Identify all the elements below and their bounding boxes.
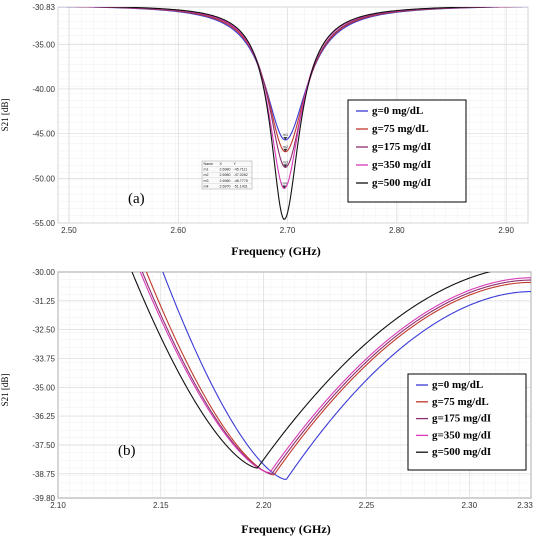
panel-label: (b) <box>118 443 136 459</box>
marker-table-header: Name <box>204 162 214 166</box>
markers: m1 m2 m3 m4 <box>281 132 289 189</box>
y-axis-label: S21 [dB] <box>0 374 10 407</box>
legend-entry: g=75 mg/dL <box>432 396 489 408</box>
x-tick-label: 2.70 <box>280 226 296 235</box>
marker-label: m3 <box>283 159 289 164</box>
marker-label: m4 <box>281 181 287 186</box>
marker-table-cell: -45.7111 <box>234 168 248 172</box>
legend-entry: g=500 mg/dI <box>432 446 491 458</box>
legend-entry: g=0 mg/dL <box>372 105 423 117</box>
x-tick-label: 2.20 <box>256 501 272 510</box>
panel-b: 2.10 2.15 2.20 2.25 2.30 2.33 -30.00 -31.25 -32.… <box>0 268 533 536</box>
legend: g=0 mg/dL g=75 mg/dL g=175 mg/dI g=350 mg/d… <box>347 99 467 203</box>
y-tick-label: -35.00 <box>32 383 55 392</box>
panel-label: (a) <box>128 191 145 207</box>
marker-table: Namem1m2m3m4X2.69802.69802.69802.6970Y-4… <box>201 160 253 190</box>
legend-entry: g=75 mg/dL <box>372 123 429 135</box>
legend: g=0 mg/dL g=75 mg/dL g=175 mg/dI g=350 mg/d… <box>407 373 527 471</box>
y-tick-label: -50.00 <box>32 174 55 183</box>
y-tick-label: -40.00 <box>32 85 55 94</box>
y-tick-label: -33.75 <box>32 354 55 363</box>
x-tick-label: 2.60 <box>170 226 186 235</box>
marker-table-cell: 2.6980 <box>220 179 231 183</box>
x-tick-label: 2.80 <box>389 226 405 235</box>
y-axis-label: S21 [dB] <box>0 99 10 132</box>
marker-triangle <box>283 136 288 140</box>
series-line-5 <box>89 7 504 220</box>
x-tick-label: 2.10 <box>50 501 66 510</box>
series-group <box>58 7 528 220</box>
grid <box>57 271 532 499</box>
marker-table-cell: m2 <box>204 173 209 177</box>
marker-table-cell: -47.0282 <box>234 173 248 177</box>
legend-entry: g=350 mg/dI <box>432 429 491 441</box>
panel-a: 2.50 2.60 2.70 2.80 2.90 -30.83 -35.00 -40.00 -4… <box>0 3 529 258</box>
marker-table-cell: 2.6980 <box>220 168 231 172</box>
marker-triangle <box>282 185 287 189</box>
marker-table-cell: 2.6970 <box>220 184 231 188</box>
marker-table-header: Y <box>234 162 237 166</box>
marker-table-cell: m3 <box>204 179 209 183</box>
series-group <box>131 272 531 481</box>
y-tick-label: -55.00 <box>32 219 55 228</box>
legend-entry: g=500 mg/dI <box>372 177 431 189</box>
marker-table-cell: 2.6980 <box>220 173 231 177</box>
marker-triangle <box>283 164 288 168</box>
marker-table-cell: m1 <box>204 168 209 172</box>
series-line-1 <box>162 272 531 481</box>
marker-label: m1 <box>283 132 289 137</box>
x-tick-label: 2.15 <box>153 501 169 510</box>
marker-label: m2 <box>283 144 289 149</box>
marker-table-frame <box>201 160 253 190</box>
series-line-4 <box>139 272 531 474</box>
y-tick-label: -30.00 <box>32 268 55 277</box>
legend-entry: g=175 mg/dI <box>372 141 431 153</box>
legend-frame <box>347 99 467 203</box>
x-tick-label: 2.25 <box>359 501 375 510</box>
y-tick-label: -45.00 <box>32 130 55 139</box>
legend-entry: g=175 mg/dI <box>432 413 491 425</box>
marker-table-cell: -48.7775 <box>234 179 248 183</box>
legend-entry: g=0 mg/dL <box>432 379 483 391</box>
y-tick-label: -35.00 <box>32 40 55 49</box>
x-axis-label: Frequency (GHz) <box>241 522 330 536</box>
y-tick-label: -30.83 <box>32 3 55 12</box>
x-axis-label: Frequency (GHz) <box>231 244 320 258</box>
marker-table-cell: -51.1431 <box>234 184 248 188</box>
x-tick-label: 2.33 <box>517 501 533 510</box>
series-line-5 <box>131 272 492 469</box>
series-line-2 <box>145 272 531 476</box>
y-tick-label: -36.25 <box>32 412 55 421</box>
x-tick-label: 2.50 <box>61 226 77 235</box>
marker-table-header: X <box>220 162 223 166</box>
y-tick-label: -31.25 <box>32 297 55 306</box>
legend-frame <box>407 373 527 471</box>
y-tick-label: -39.80 <box>32 494 55 503</box>
y-tick-label: -37.50 <box>32 441 55 450</box>
x-tick-label: 2.90 <box>498 226 514 235</box>
marker-triangle <box>283 148 288 152</box>
x-tick-label: 2.30 <box>462 501 478 510</box>
legend-entry: g=350 mg/dI <box>372 159 431 171</box>
y-tick-label: -38.75 <box>32 470 55 479</box>
marker-table-cell: m4 <box>204 184 209 188</box>
series-line-3 <box>141 272 531 475</box>
y-tick-label: -32.50 <box>32 326 55 335</box>
